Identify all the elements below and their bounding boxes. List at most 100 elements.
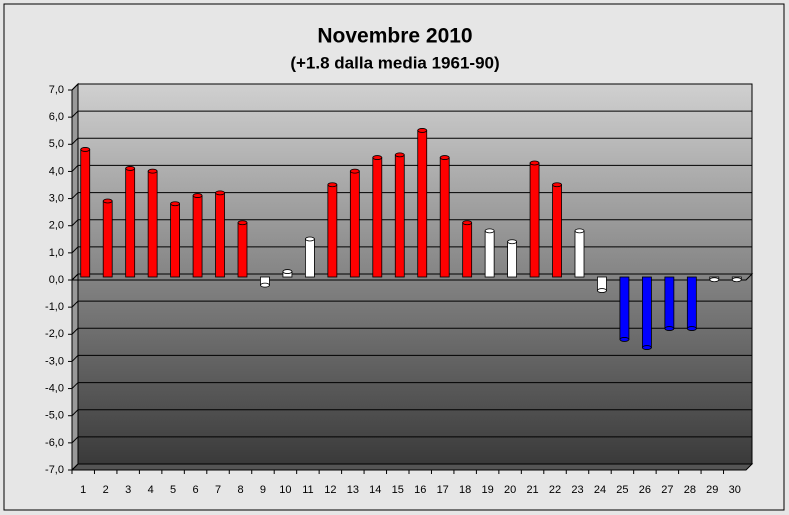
bar-cap: [282, 269, 293, 274]
grid-line: [71, 354, 752, 362]
bar: [349, 170, 360, 278]
y-tick-label: 4,0: [49, 165, 64, 177]
bar: [686, 276, 697, 329]
y-tick-label: -6,0: [45, 437, 64, 449]
bar-cap: [597, 288, 607, 293]
x-tick-label: 4: [148, 484, 154, 496]
bar-cap: [731, 277, 742, 283]
x-tick-label: 22: [549, 484, 561, 496]
bar: [529, 162, 540, 278]
chart-title: Novembre 2010: [317, 25, 472, 48]
x-tick-label: 28: [684, 484, 696, 496]
bar-cap: [686, 326, 697, 331]
bar-cap: [529, 160, 540, 166]
bar: [462, 222, 473, 278]
x-tick-label: 14: [369, 484, 381, 496]
bar-cap: [170, 201, 181, 207]
y-tick-label: -2,0: [45, 328, 64, 340]
bar-cap: [192, 193, 203, 198]
zero-plane: [70, 273, 754, 281]
bar-cap: [147, 168, 158, 174]
bar-cap: [237, 220, 248, 226]
y-tick-label: -4,0: [45, 382, 64, 394]
bar: [80, 149, 91, 278]
bar-cap: [507, 239, 517, 245]
x-tick-label: 7: [215, 484, 221, 496]
floor: [70, 463, 754, 471]
bar-cap: [102, 198, 113, 204]
grid-line: [71, 137, 752, 145]
y-tick-label: -3,0: [45, 355, 64, 367]
bar: [574, 230, 585, 278]
bar: [304, 238, 315, 278]
bar-cap: [462, 220, 473, 226]
x-tick-label: 29: [706, 484, 718, 496]
y-tick-label: -7,0: [45, 464, 64, 476]
grid-line: [71, 83, 752, 91]
bar-cap: [619, 337, 630, 342]
x-tick-label: 27: [661, 484, 673, 496]
x-tick-label: 25: [616, 484, 628, 496]
bar: [192, 195, 203, 278]
grid-line: [71, 164, 752, 172]
y-tick-label: 3,0: [49, 192, 64, 204]
bar-cap: [260, 282, 270, 288]
x-tick-label: 17: [437, 484, 449, 496]
x-tick-label: 9: [260, 484, 266, 496]
bar: [102, 200, 113, 278]
bar-cap: [215, 190, 225, 196]
bar-cap: [664, 326, 675, 331]
bar: [619, 276, 630, 340]
bar: [417, 130, 428, 278]
bar: [642, 276, 652, 348]
x-tick-label: 15: [392, 484, 404, 496]
bar-cap: [304, 236, 315, 242]
bar: [664, 276, 675, 329]
bar-cap: [552, 182, 562, 188]
x-tick-label: 13: [347, 484, 359, 496]
frame: [3, 3, 785, 511]
x-tick-label: 20: [504, 484, 516, 496]
grid-line: [71, 382, 752, 389]
bar-cap: [417, 128, 428, 133]
bar: [327, 184, 338, 278]
bar-cap: [80, 147, 91, 152]
x-tick-label: 11: [302, 484, 313, 496]
x-tick-label: 2: [103, 484, 109, 496]
bar-cap: [327, 182, 338, 188]
x-tick-label: 24: [594, 484, 606, 496]
grid-line: [71, 110, 752, 118]
bar: [552, 184, 562, 278]
bar-cap: [372, 155, 383, 160]
grid-line: [71, 246, 752, 254]
bar: [507, 241, 518, 278]
grid-line: [71, 327, 752, 335]
y-tick-label: -5,0: [45, 410, 64, 422]
x-tick-label: 10: [279, 484, 291, 496]
chart-subtitle: (+1.8 dalla media 1961-90): [290, 53, 499, 72]
x-tick-label: 23: [571, 484, 583, 496]
bar: [394, 154, 405, 278]
grid-line: [71, 409, 752, 417]
x-tick-label: 30: [729, 484, 741, 496]
y-tick-label: 0,0: [49, 274, 64, 286]
x-tick-label: 6: [193, 484, 199, 496]
bar-cap: [394, 152, 405, 158]
bar: [170, 203, 181, 278]
y-tick-label: -1,0: [45, 301, 64, 313]
y-tick-label: 6,0: [49, 111, 64, 123]
x-tick-label: 21: [526, 484, 538, 496]
bar: [125, 168, 136, 278]
x-tick-label: 12: [324, 484, 336, 496]
y-tick-label: 2,0: [49, 220, 64, 232]
x-tick-label: 8: [237, 484, 243, 496]
bar: [147, 170, 158, 278]
x-tick-label: 18: [459, 484, 471, 496]
bar-cap: [642, 345, 652, 350]
x-tick-label: 19: [482, 484, 494, 496]
bar: [484, 230, 495, 278]
x-tick-label: 1: [80, 484, 86, 496]
bar: [439, 157, 450, 278]
y-tick-label: 5,0: [49, 138, 64, 150]
